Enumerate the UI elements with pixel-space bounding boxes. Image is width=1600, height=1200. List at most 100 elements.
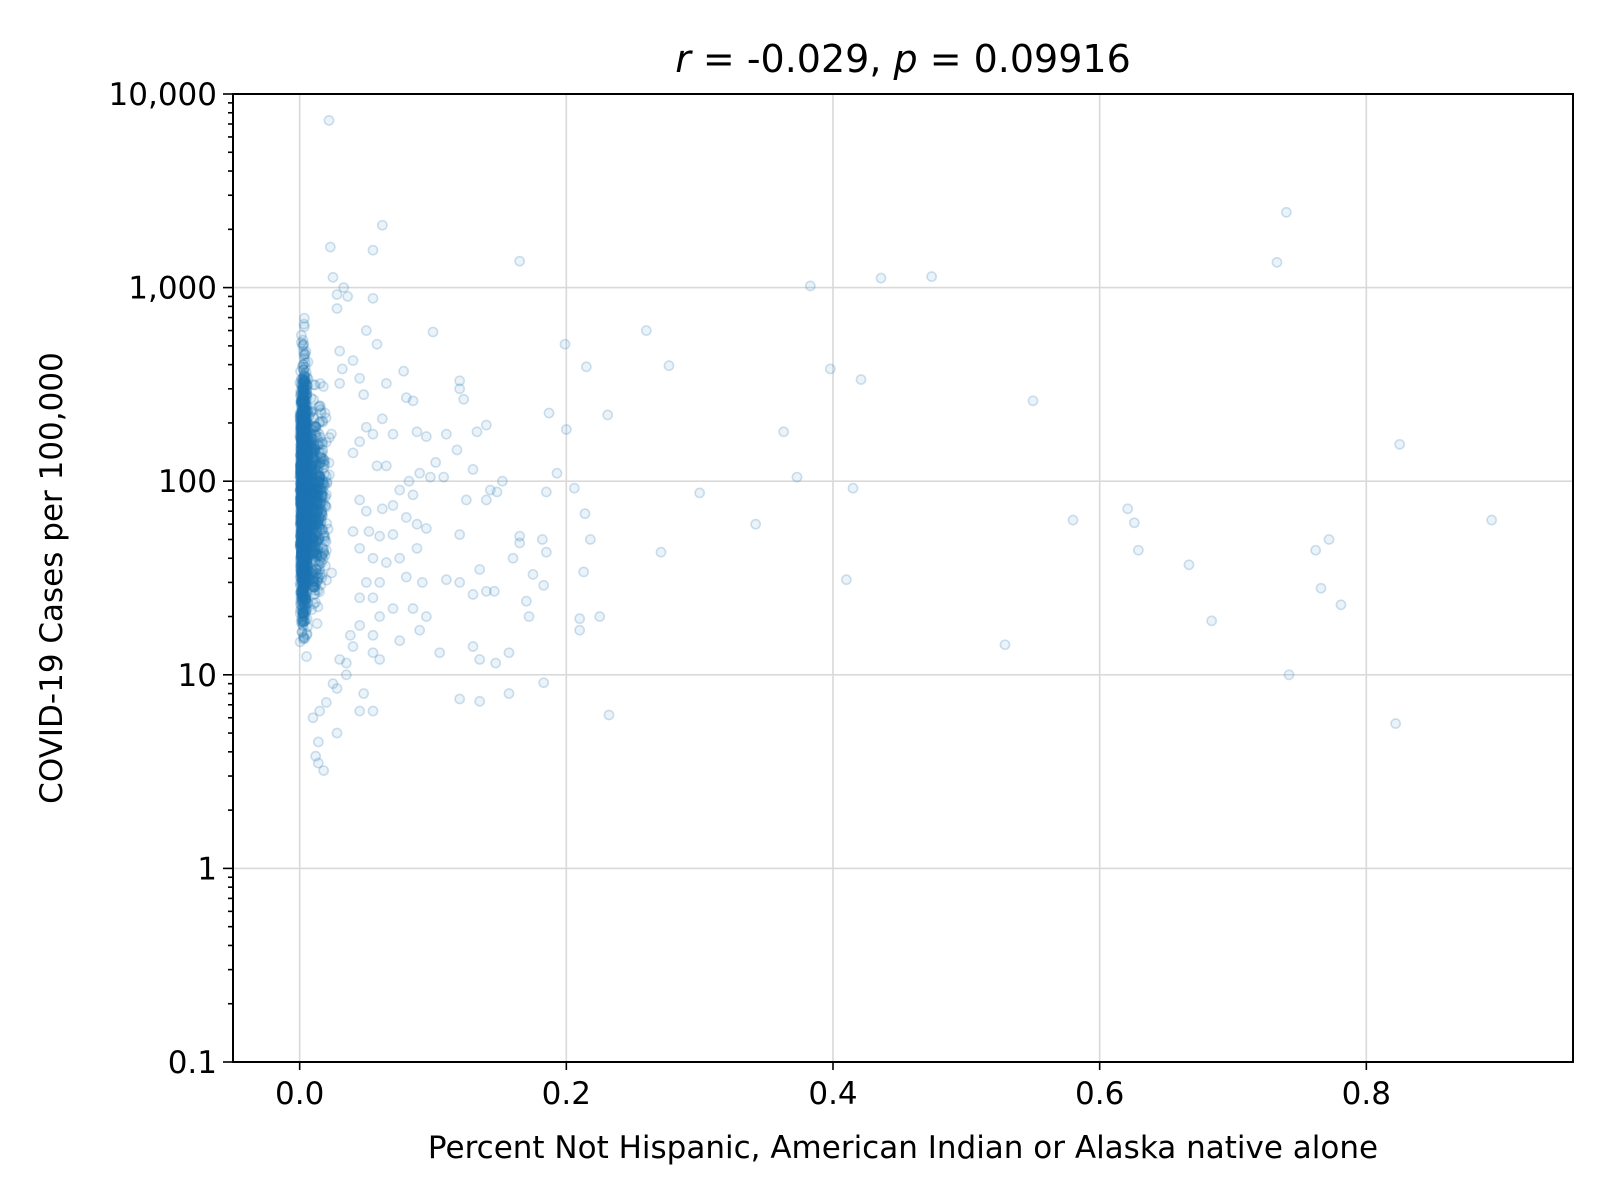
data-point [551, 467, 563, 479]
data-point [299, 535, 310, 547]
data-point [296, 556, 308, 568]
data-point [296, 442, 308, 454]
data-point [308, 422, 320, 434]
data-point [302, 405, 313, 417]
data-point [298, 507, 310, 519]
data-point [300, 473, 312, 485]
data-point [300, 442, 311, 454]
data-point [297, 415, 309, 427]
data-point [302, 451, 313, 463]
data-point [297, 588, 309, 599]
data-point [297, 455, 308, 467]
data-point [298, 468, 310, 480]
data-point [299, 477, 311, 488]
data-point [299, 495, 310, 506]
data-point [298, 423, 310, 434]
data-point [298, 582, 310, 594]
data-point [296, 469, 308, 481]
data-point [295, 337, 307, 348]
data-point [299, 368, 310, 380]
data-point [296, 480, 308, 492]
data-point [296, 519, 308, 531]
data-point [297, 497, 309, 509]
data-point [300, 455, 312, 467]
data-point [296, 504, 308, 516]
data-point [300, 508, 312, 520]
data-point [297, 494, 309, 506]
data-point [295, 461, 307, 473]
data-point [299, 490, 311, 502]
data-point [299, 462, 310, 474]
data-point [296, 408, 308, 420]
data-point [299, 563, 311, 575]
data-point [296, 460, 308, 472]
data-point [299, 448, 311, 460]
data-point [295, 439, 306, 451]
data-point [302, 516, 314, 528]
data-point [298, 467, 310, 479]
plot-frame [232, 93, 1574, 1063]
data-point [299, 487, 311, 499]
data-point [299, 428, 311, 440]
data-point [295, 591, 307, 603]
x-tick-label: 0.2 [542, 1076, 591, 1112]
data-point [299, 538, 311, 550]
data-point [300, 409, 311, 421]
data-point [331, 727, 343, 739]
data-point [298, 444, 310, 455]
data-point [297, 533, 309, 545]
data-point [299, 492, 311, 503]
data-point [300, 573, 312, 585]
data-point [574, 613, 586, 625]
data-point [926, 271, 938, 282]
data-point [694, 487, 706, 499]
data-point [299, 533, 311, 545]
data-point [298, 459, 310, 471]
data-point [301, 507, 313, 519]
y-tick-label: 1,000 [128, 271, 217, 307]
data-point [297, 605, 308, 617]
data-point [314, 564, 326, 576]
data-point [298, 462, 310, 474]
data-point [298, 508, 310, 520]
data-point [297, 480, 309, 491]
data-point [297, 510, 309, 522]
data-point [299, 449, 310, 461]
data-point [296, 527, 308, 539]
data-point [297, 512, 309, 524]
data-point [298, 522, 310, 534]
data-point [414, 467, 426, 479]
data-point [301, 577, 312, 589]
data-point [298, 445, 310, 456]
data-point [514, 530, 526, 542]
data-point [363, 526, 375, 537]
data-point [298, 522, 309, 534]
data-point [296, 479, 308, 491]
data-point [297, 435, 308, 447]
data-point [298, 385, 310, 397]
data-point [298, 521, 310, 532]
data-point [358, 688, 370, 699]
data-point [299, 423, 311, 435]
data-point [298, 485, 309, 497]
data-point [300, 521, 312, 533]
data-point [298, 439, 309, 451]
data-point [298, 318, 310, 330]
data-point [301, 477, 313, 489]
data-point [296, 394, 308, 406]
data-point [298, 432, 310, 444]
data-point [300, 406, 312, 418]
data-point [298, 376, 310, 388]
data-point [296, 491, 308, 503]
data-point [354, 705, 366, 717]
data-point [302, 621, 313, 633]
data-point [309, 379, 321, 391]
data-point [300, 490, 312, 501]
data-point [296, 541, 308, 553]
data-point [318, 765, 330, 777]
data-point [300, 552, 312, 564]
data-point [301, 465, 313, 477]
data-point [299, 511, 310, 523]
data-point [300, 470, 312, 482]
data-point [295, 430, 307, 442]
